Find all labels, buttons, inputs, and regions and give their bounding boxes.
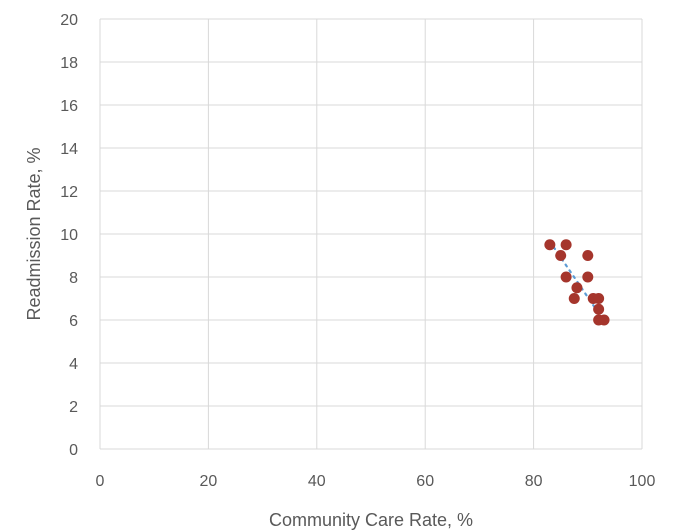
y-tick-label: 20 — [60, 12, 78, 29]
y-axis-ticks: 0 2 4 6 8 10 12 14 16 18 20 — [60, 12, 78, 459]
y-tick-label: 16 — [60, 98, 78, 115]
data-point — [544, 239, 556, 251]
y-tick-label: 8 — [69, 270, 78, 287]
y-tick-label: 18 — [60, 55, 78, 72]
x-tick-label: 100 — [629, 473, 656, 490]
data-point — [582, 250, 594, 261]
y-axis-title: Readmission Rate, % — [24, 147, 44, 320]
data-point — [598, 314, 610, 326]
grid — [99, 18, 643, 450]
x-axis-ticks: 0 20 40 60 80 100 — [96, 473, 656, 490]
data-point — [571, 282, 583, 294]
y-tick-label: 10 — [60, 227, 78, 244]
data-point — [560, 271, 572, 283]
data-point — [555, 250, 567, 261]
y-tick-label: 4 — [69, 356, 78, 373]
x-tick-label: 40 — [308, 473, 326, 490]
x-tick-label: 0 — [96, 473, 105, 490]
data-point — [593, 293, 605, 304]
x-tick-label: 20 — [200, 473, 218, 490]
data-point — [582, 271, 594, 283]
x-tick-label: 80 — [525, 473, 543, 490]
x-tick-label: 60 — [416, 473, 434, 490]
y-tick-label: 2 — [69, 399, 78, 416]
data-points — [544, 239, 610, 326]
y-tick-label: 14 — [60, 141, 78, 158]
data-point — [568, 293, 580, 304]
x-axis-title: Community Care Rate, % — [269, 510, 473, 530]
y-tick-label: 0 — [69, 442, 78, 459]
y-tick-label: 6 — [69, 313, 78, 330]
y-tick-label: 12 — [60, 184, 78, 201]
data-point — [593, 303, 605, 315]
data-point — [560, 239, 572, 251]
